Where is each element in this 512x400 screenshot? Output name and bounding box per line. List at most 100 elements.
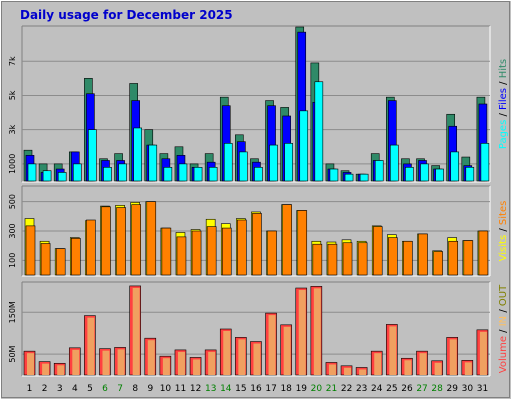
- pages-files-hits-y-tick-label: 3k: [8, 124, 17, 134]
- sites-bar: [312, 243, 323, 276]
- sites-bar: [267, 230, 277, 276]
- side-label-part: Sites: [498, 201, 509, 225]
- sites-bar: [448, 240, 459, 276]
- side-legend-labels: Pages / Files / Hits Visits / Sites Volume…: [498, 59, 509, 373]
- volume-bar-inner: [132, 287, 140, 375]
- pages-files-hits-panel: 1000 3k 5k 7k: [8, 25, 491, 183]
- pages-bar: [163, 167, 173, 182]
- day-label: 22: [341, 384, 352, 394]
- pages-bar: [314, 81, 324, 182]
- pages-bar: [193, 167, 203, 182]
- side-label-part: Pages: [498, 120, 509, 149]
- side-label-part: /: [498, 326, 509, 336]
- day-label: 11: [175, 384, 186, 394]
- pages-bar: [359, 173, 369, 182]
- pages-bar: [42, 170, 52, 182]
- day-label: 21: [326, 384, 337, 394]
- volume-bar-inner: [344, 367, 352, 375]
- volume-bar-inner: [238, 339, 246, 375]
- day-label: 29: [447, 384, 459, 394]
- side-label-part: IN: [498, 316, 509, 326]
- pages-bar: [88, 129, 97, 182]
- day-label: 23: [356, 384, 367, 394]
- day-label: 7: [117, 384, 123, 394]
- sites-bar: [70, 238, 81, 276]
- volume-bar-inner: [298, 290, 306, 375]
- volume-bar-inner: [419, 353, 427, 375]
- sites-bar: [86, 219, 96, 276]
- pages-bar: [133, 127, 142, 182]
- day-label: 15: [235, 384, 246, 394]
- day-label: 16: [250, 384, 262, 394]
- pages-bar: [284, 143, 293, 182]
- volume-bar-inner: [223, 331, 231, 375]
- sites-bar: [463, 240, 474, 276]
- day-label: 5: [87, 384, 93, 394]
- pages-bar: [420, 163, 429, 182]
- day-label: 18: [280, 384, 292, 394]
- side-label-part: Files: [498, 88, 509, 110]
- side-label-part: Volume: [498, 336, 509, 373]
- volume-bar-inner: [117, 349, 125, 375]
- volume-bar-inner: [389, 326, 397, 375]
- volume-bar-inner: [328, 364, 336, 375]
- sites-bar: [221, 227, 232, 276]
- volume-bar-inner: [102, 350, 110, 375]
- volume-bar-inner: [147, 340, 155, 375]
- day-label: 6: [102, 384, 108, 394]
- day-label: 28: [431, 384, 443, 394]
- pages-files-hits-y-tick-label: 1000: [8, 154, 17, 174]
- volume-bar-inner: [313, 288, 321, 375]
- volume-bar-inner: [268, 315, 276, 375]
- sites-bar: [161, 227, 172, 276]
- side-label-top: Pages / Files / Hits: [498, 59, 509, 149]
- sites-bar: [357, 242, 368, 276]
- volume-bar-inner: [449, 339, 457, 375]
- day-label: 13: [205, 384, 216, 394]
- side-label-part: /: [498, 225, 509, 235]
- side-label-part: Visits: [498, 235, 509, 262]
- sites-bar: [252, 213, 262, 276]
- volume-bar-inner: [464, 362, 472, 375]
- pages-bar: [450, 151, 460, 182]
- volume-bar-inner: [27, 353, 34, 375]
- chart-title: Daily usage for December 2025: [20, 8, 233, 22]
- sites-bar: [131, 204, 141, 276]
- pages-files-hits-panel-background: [22, 26, 490, 182]
- volume-bar-inner: [253, 343, 261, 375]
- sites-bar: [191, 230, 202, 276]
- volume-bar-inner: [72, 349, 80, 375]
- chart-panels: 1000 3k 5k 7k 100 300 500 50M 150M: [8, 25, 491, 377]
- sites-bar: [55, 248, 66, 276]
- volume-bar-inner: [434, 362, 442, 375]
- visits-sites-y-tick-label: 100: [8, 253, 17, 268]
- day-label: 4: [72, 384, 78, 394]
- sites-bar: [388, 237, 398, 276]
- pages-bar: [223, 143, 233, 182]
- day-label: 17: [265, 384, 276, 394]
- pages-bar: [208, 167, 218, 182]
- volume-bar-inner: [57, 365, 65, 375]
- volume-bar-inner: [283, 326, 291, 375]
- day-label: 9: [147, 384, 153, 394]
- day-label: 12: [190, 384, 201, 394]
- sites-bar: [101, 206, 111, 276]
- side-label-part: OUT: [498, 284, 509, 306]
- pages-bar: [329, 168, 339, 182]
- sites-bar: [418, 233, 428, 276]
- pages-files-hits-y-tick-label: 7k: [8, 56, 17, 66]
- sites-bar: [372, 226, 383, 276]
- day-label: 27: [416, 384, 427, 394]
- pages-bar: [269, 144, 278, 182]
- sites-bar: [403, 240, 413, 276]
- day-label: 31: [477, 384, 488, 394]
- visits-sites-y-tick-label: 300: [8, 223, 17, 238]
- sites-bar: [176, 236, 187, 276]
- volume-bar-inner: [208, 351, 216, 375]
- pages-bar: [374, 160, 384, 182]
- pages-bar: [435, 168, 444, 182]
- pages-bar: [254, 167, 263, 182]
- volume-bar-inner: [479, 331, 487, 375]
